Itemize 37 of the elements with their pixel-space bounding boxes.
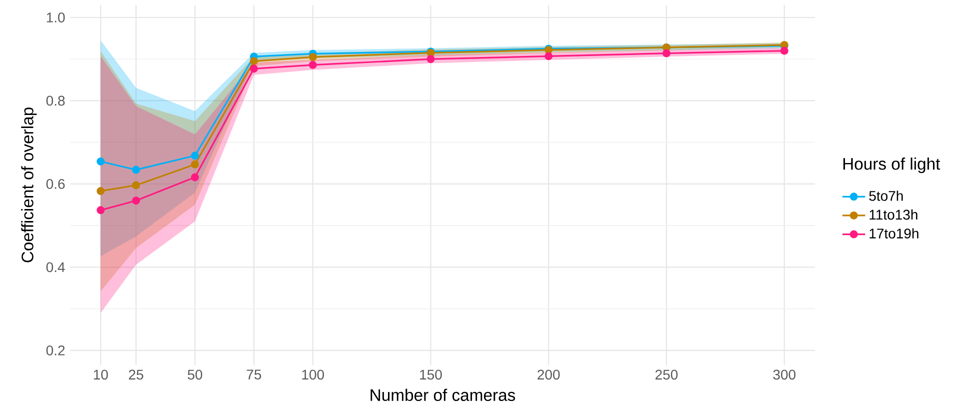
point	[308, 60, 317, 69]
point	[96, 157, 105, 166]
point	[190, 173, 199, 182]
point	[544, 52, 553, 60]
x-tick-label: 200	[538, 370, 560, 380]
legend-label: 17to19h	[870, 228, 918, 239]
point	[132, 196, 140, 205]
y-tick-label: 0.8	[46, 96, 65, 106]
legend-title: Hours of light	[843, 158, 940, 174]
point	[780, 46, 788, 55]
x-tick-label: 75	[246, 370, 262, 380]
legend-label: 11to13h	[870, 209, 918, 220]
point	[190, 160, 199, 168]
point	[308, 53, 317, 62]
point	[250, 57, 258, 66]
x-tick-label: 250	[656, 370, 678, 380]
point	[96, 206, 105, 214]
x-tick-label: 50	[188, 370, 202, 380]
y-tick-label: 1.0	[46, 12, 65, 22]
x-tick-label: 100	[302, 370, 324, 380]
point	[662, 49, 670, 58]
point	[132, 181, 140, 190]
point	[250, 64, 258, 73]
point	[426, 55, 435, 64]
legend-label: 5to7h	[869, 190, 903, 201]
point	[96, 187, 105, 196]
y-axis-title: Coefficient of overlap	[21, 108, 37, 262]
x-axis-title: Number of cameras	[370, 388, 516, 402]
y-tick-label: 0.6	[46, 179, 65, 189]
x-tick-label: 300	[773, 370, 796, 380]
x-tick-label: 150	[420, 370, 442, 380]
x-tick-label: 25	[128, 370, 144, 380]
y-tick-label: 0.4	[46, 262, 65, 272]
x-tick-label: 10	[94, 370, 108, 380]
y-tick-label: 0.2	[46, 345, 65, 356]
point	[190, 152, 199, 160]
point	[132, 166, 140, 174]
